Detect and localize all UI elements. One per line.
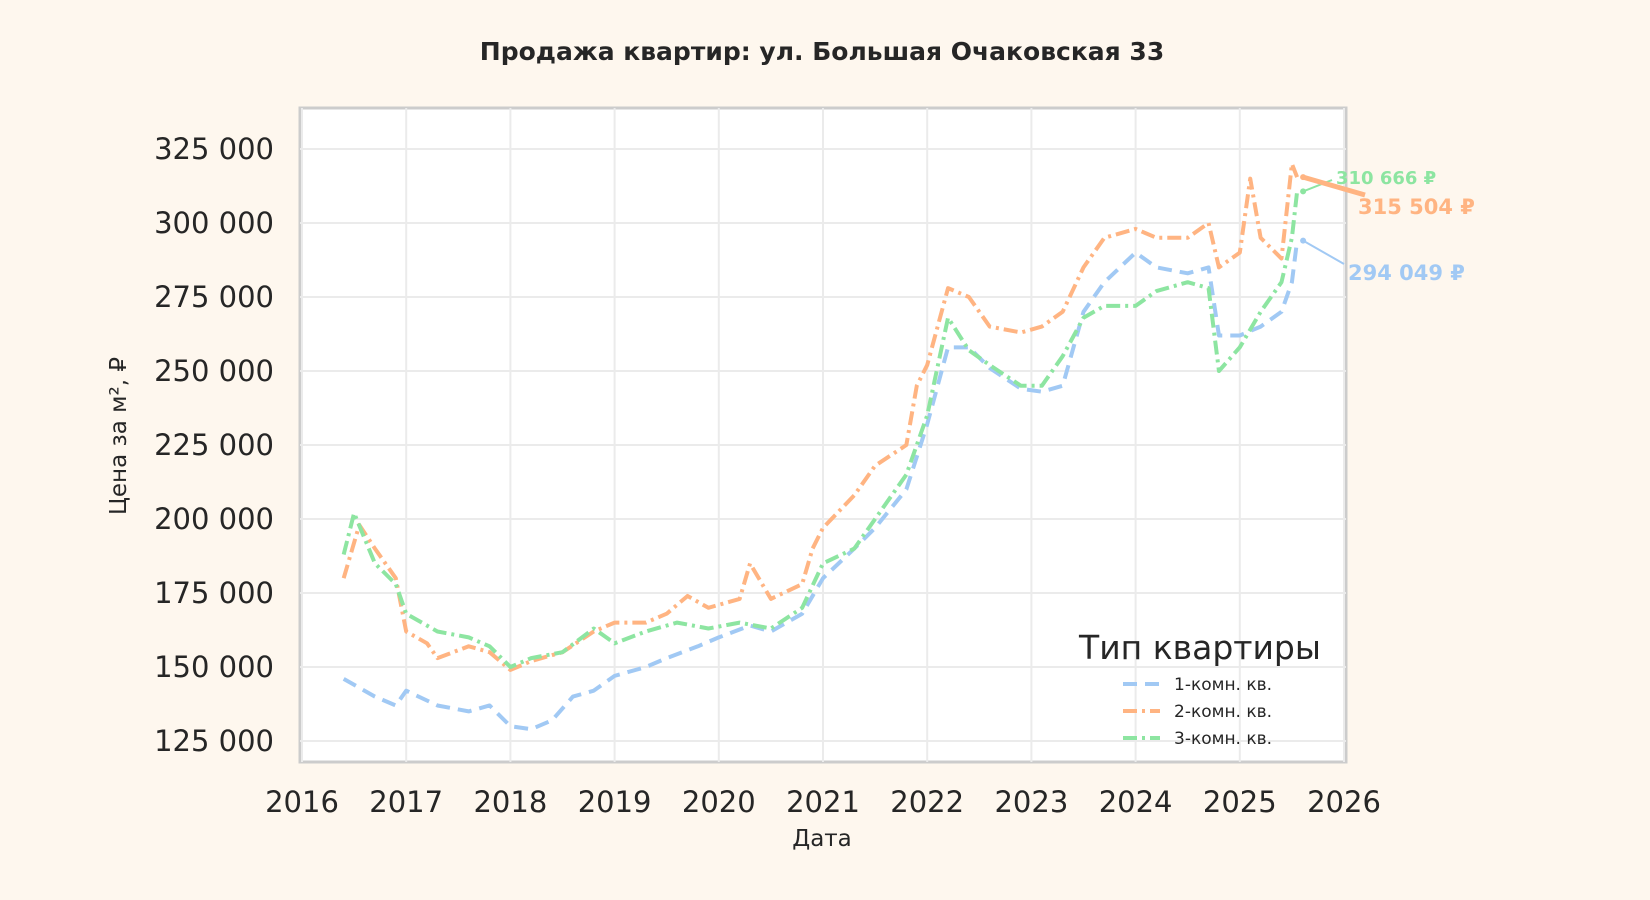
y-axis-label: Цена за м², ₽ <box>106 357 132 515</box>
x-tick-label: 2018 <box>473 785 547 819</box>
y-tick-label: 300 000 <box>154 206 274 240</box>
annotations: 310 666 ₽ 315 504 ₽ 294 049 ₽ <box>1300 168 1475 285</box>
series-line-3 <box>341 191 1300 669</box>
x-axis-label: Дата <box>792 826 852 852</box>
y-tick-label: 200 000 <box>154 502 274 536</box>
y-tick-label: 325 000 <box>154 132 274 166</box>
x-tick-label: 2026 <box>1307 785 1381 819</box>
x-tick-label: 2024 <box>1099 785 1173 819</box>
x-tick-label: 2021 <box>786 785 860 819</box>
annotation-arrowhead <box>1300 174 1307 181</box>
x-tick-label: 2023 <box>994 785 1068 819</box>
x-tick-label: 2025 <box>1203 785 1277 819</box>
y-tick-label: 150 000 <box>154 650 274 684</box>
y-tick-label: 175 000 <box>154 576 274 610</box>
annotation-arrowhead <box>1300 188 1307 195</box>
x-axis: 2016 2017 2018 2019 2020 2021 2022 2023 2024 2025… <box>265 785 1381 819</box>
y-tick-label: 250 000 <box>154 354 274 388</box>
x-tick-label: 2020 <box>682 785 756 819</box>
y-tick-label: 225 000 <box>154 428 274 462</box>
annotation-arrowhead <box>1300 237 1307 244</box>
x-tick-label: 2017 <box>369 785 443 819</box>
series-lines <box>341 161 1300 732</box>
annotation-arrow <box>1302 174 1366 198</box>
y-tick-label: 275 000 <box>154 280 274 314</box>
x-tick-label: 2022 <box>890 785 964 819</box>
legend: Тип квартиры 1-комн. кв. 2-комн. кв. 3-ком… <box>1078 628 1321 749</box>
y-tick-label: 125 000 <box>154 724 274 758</box>
y-axis: 125 000 150 000 175 000 200 000 225 000 250 0… <box>154 132 274 758</box>
chart-title: Продажа квартир: ул. Большая Очаковская … <box>480 37 1164 66</box>
x-tick-label: 2016 <box>265 785 339 819</box>
x-tick-label: 2019 <box>578 785 652 819</box>
annotation-label: 310 666 ₽ <box>1336 168 1436 189</box>
legend-label: 3-комн. кв. <box>1174 729 1272 749</box>
legend-label: 1-комн. кв. <box>1174 675 1272 695</box>
annotation-arrow <box>1302 239 1345 265</box>
annotation-label: 294 049 ₽ <box>1348 261 1465 285</box>
grid <box>300 108 1346 762</box>
annotation-label: 315 504 ₽ <box>1358 195 1475 219</box>
legend-label: 2-комн. кв. <box>1174 702 1272 722</box>
legend-title: Тип квартиры <box>1078 628 1321 667</box>
